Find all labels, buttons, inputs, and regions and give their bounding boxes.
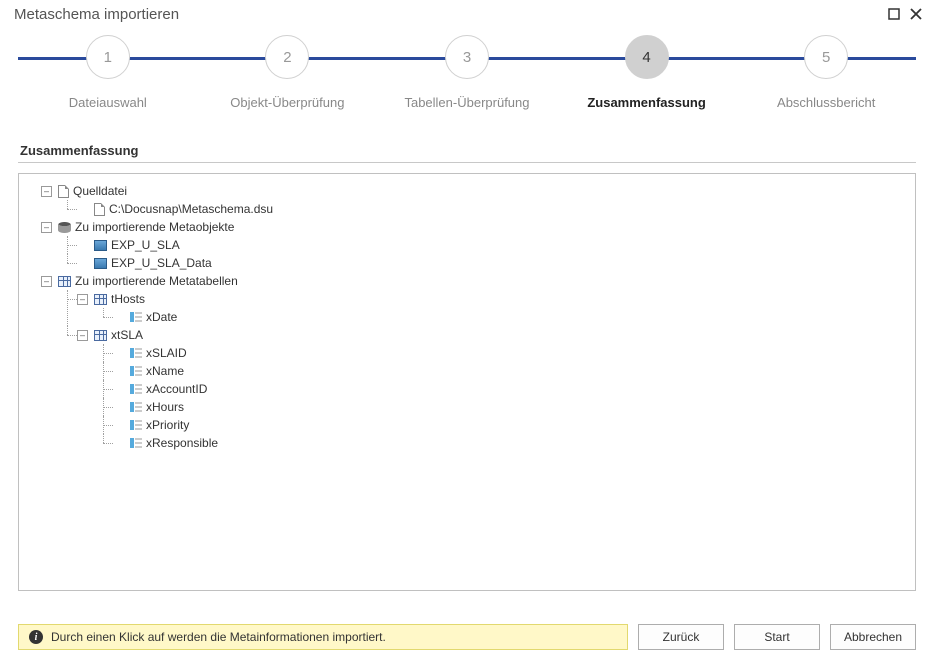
tree-label: xAccountID xyxy=(146,382,207,396)
close-icon[interactable] xyxy=(910,8,922,22)
column-icon xyxy=(130,312,142,322)
tree-node-column[interactable]: xResponsible xyxy=(113,434,909,452)
step-label: Tabellen-Überprüfung xyxy=(404,95,529,110)
step-1[interactable]: 1 Dateiauswahl xyxy=(18,35,198,110)
tree-label: EXP_U_SLA_Data xyxy=(111,256,212,270)
window-title: Metaschema importieren xyxy=(14,6,179,23)
tree-node-table[interactable]: – xtSLA xyxy=(77,326,909,344)
maximize-icon[interactable] xyxy=(888,8,900,22)
summary-tree-panel: – Quelldatei C:\Docusnap\Metaschema.dsu – Zu… xyxy=(18,173,916,591)
step-circle: 4 xyxy=(625,35,669,79)
tree-node-column[interactable]: xSLAID xyxy=(113,344,909,362)
tree-spacer xyxy=(113,402,124,413)
cancel-button[interactable]: Abbrechen xyxy=(830,624,916,650)
tree-spacer xyxy=(113,420,124,431)
info-icon: i xyxy=(29,630,43,644)
column-icon xyxy=(130,402,142,412)
tree-toggle[interactable]: – xyxy=(41,276,52,287)
tree-node-column[interactable]: xDate xyxy=(113,308,909,326)
table-icon xyxy=(58,276,71,287)
step-label: Dateiauswahl xyxy=(69,95,147,110)
tree-label: Quelldatei xyxy=(73,184,127,198)
tree-node-column[interactable]: xAccountID xyxy=(113,380,909,398)
step-label: Abschlussbericht xyxy=(777,95,875,110)
file-icon xyxy=(94,203,105,216)
column-icon xyxy=(130,366,142,376)
step-label: Objekt-Überprüfung xyxy=(230,95,344,110)
column-icon xyxy=(130,438,142,448)
start-button[interactable]: Start xyxy=(734,624,820,650)
tree-label: xHours xyxy=(146,400,184,414)
footer: i Durch einen Klick auf werden die Metai… xyxy=(18,624,916,650)
step-circle: 5 xyxy=(804,35,848,79)
step-2[interactable]: 2 Objekt-Überprüfung xyxy=(198,35,378,110)
step-5[interactable]: 5 Abschlussbericht xyxy=(736,35,916,110)
file-icon xyxy=(58,185,69,198)
tree-label: C:\Docusnap\Metaschema.dsu xyxy=(109,202,273,216)
tree-label: xSLAID xyxy=(146,346,187,360)
step-label: Zusammenfassung xyxy=(587,95,705,110)
tree-node-table[interactable]: – tHosts xyxy=(77,290,909,308)
tree-label: xtSLA xyxy=(111,328,143,342)
info-bar: i Durch einen Klick auf werden die Metai… xyxy=(18,624,628,650)
tree-node-source[interactable]: – Quelldatei xyxy=(41,182,909,200)
wizard-stepper: 1 Dateiauswahl 2 Objekt-Überprüfung 3 Tabelle… xyxy=(18,35,916,125)
back-button[interactable]: Zurück xyxy=(638,624,724,650)
tree-spacer xyxy=(113,366,124,377)
tree-node-metatables[interactable]: – Zu importierende Metatabellen xyxy=(41,272,909,290)
tree-toggle[interactable]: – xyxy=(41,222,52,233)
titlebar: Metaschema importieren xyxy=(0,0,934,27)
tree-spacer xyxy=(113,348,124,359)
tree-spacer xyxy=(113,384,124,395)
tree-spacer xyxy=(77,240,88,251)
tree-label: xResponsible xyxy=(146,436,218,450)
table-icon xyxy=(94,294,107,305)
step-3[interactable]: 3 Tabellen-Überprüfung xyxy=(377,35,557,110)
step-circle: 2 xyxy=(265,35,309,79)
section-divider xyxy=(18,162,916,163)
step-circle: 1 xyxy=(86,35,130,79)
tree-label: Zu importierende Metaobjekte xyxy=(75,220,234,234)
object-icon xyxy=(94,258,107,269)
tree-spacer xyxy=(77,204,88,215)
tree-spacer xyxy=(113,312,124,323)
tree-spacer xyxy=(113,438,124,449)
tree-label: xDate xyxy=(146,310,177,324)
tree-node-metaobject[interactable]: EXP_U_SLA xyxy=(77,236,909,254)
tree-node-metaobjects[interactable]: – Zu importierende Metaobjekte xyxy=(41,218,909,236)
tree-label: xPriority xyxy=(146,418,189,432)
tree-node-column[interactable]: xHours xyxy=(113,398,909,416)
tree-node-column[interactable]: xName xyxy=(113,362,909,380)
tree-node-column[interactable]: xPriority xyxy=(113,416,909,434)
step-circle: 3 xyxy=(445,35,489,79)
tree-node-metaobject[interactable]: EXP_U_SLA_Data xyxy=(77,254,909,272)
info-text: Durch einen Klick auf werden die Metainf… xyxy=(51,630,386,644)
tree-node-sourcefile[interactable]: C:\Docusnap\Metaschema.dsu xyxy=(77,200,909,218)
tree-label: tHosts xyxy=(111,292,145,306)
table-icon xyxy=(94,330,107,341)
tree-label: Zu importierende Metatabellen xyxy=(75,274,238,288)
tree-label: xName xyxy=(146,364,184,378)
tree-toggle[interactable]: – xyxy=(77,330,88,341)
column-icon xyxy=(130,348,142,358)
column-icon xyxy=(130,420,142,430)
database-icon xyxy=(58,222,71,233)
tree-label: EXP_U_SLA xyxy=(111,238,180,252)
tree-toggle[interactable]: – xyxy=(41,186,52,197)
tree-spacer xyxy=(77,258,88,269)
object-icon xyxy=(94,240,107,251)
column-icon xyxy=(130,384,142,394)
section-title: Zusammenfassung xyxy=(20,143,914,158)
window-controls xyxy=(888,8,922,22)
tree-toggle[interactable]: – xyxy=(77,294,88,305)
step-4[interactable]: 4 Zusammenfassung xyxy=(557,35,737,110)
